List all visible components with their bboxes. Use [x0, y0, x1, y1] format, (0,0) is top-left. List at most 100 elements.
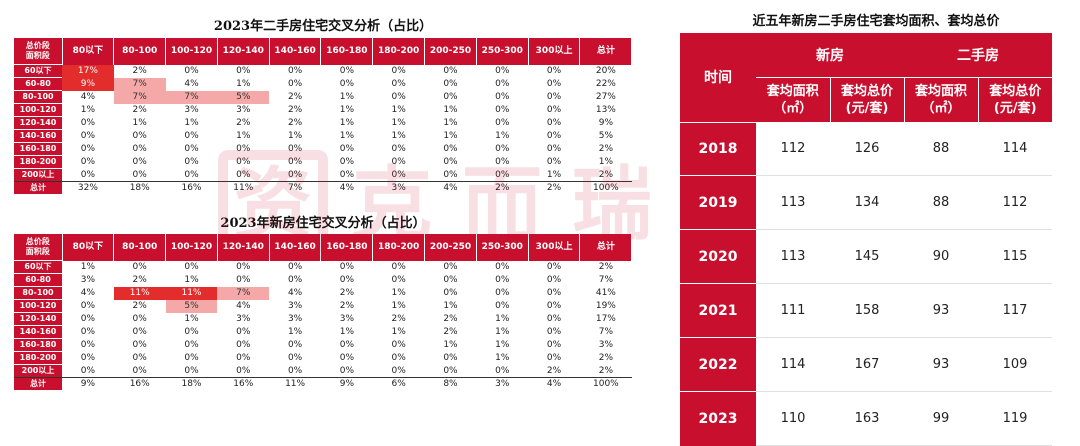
corner-label: 总价段 — [25, 237, 50, 246]
value-cell: 109 — [978, 337, 1052, 392]
value-cell: 88 — [904, 175, 978, 230]
data-cell: 0% — [443, 157, 458, 167]
value-cell: 113 — [756, 229, 830, 284]
data-cell: 0% — [391, 157, 406, 167]
data-cell: 0% — [495, 66, 510, 76]
year-cell: 2021 — [680, 283, 756, 338]
data-cell: 0% — [339, 157, 355, 167]
data-cell: 0% — [287, 157, 303, 167]
data-cell: 0% — [80, 314, 96, 324]
table-row: 2022 114 167 93 109 — [680, 337, 1052, 392]
data-cell: 1% — [339, 131, 355, 141]
data-cell: 0% — [287, 340, 303, 350]
value-cell: 93 — [904, 337, 978, 392]
data-cell: 0% — [546, 288, 562, 298]
data-cell: 0% — [339, 144, 355, 154]
data-cell: 0% — [236, 262, 251, 272]
column-header: 100-120 — [165, 234, 218, 261]
data-cell: 1% — [184, 118, 199, 128]
value-cell: 112 — [756, 122, 830, 176]
data-cell: 0% — [184, 340, 199, 350]
data-cell: 7% — [598, 327, 613, 337]
data-cell: 1% — [495, 131, 510, 141]
data-cell: 0% — [236, 365, 251, 376]
data-cell: 41% — [595, 288, 616, 298]
corner-label: 面积段 — [25, 247, 50, 256]
data-cell: 1% — [443, 105, 458, 115]
data-cell: 0% — [339, 275, 355, 285]
total-cell: 9% — [320, 377, 373, 390]
data-cell: 0% — [391, 92, 406, 102]
data-cell: 0% — [339, 340, 355, 350]
value-cell: 111 — [756, 283, 830, 338]
column-header: 250-300 — [476, 38, 529, 65]
column-header: 120-140 — [217, 38, 270, 65]
row-header: 200以上 — [14, 364, 62, 378]
value-cell: 88 — [904, 122, 978, 176]
data-cell: 3% — [287, 314, 303, 324]
data-cell: 0% — [443, 262, 458, 272]
data-cell: 0% — [443, 365, 458, 376]
sub-header: 套均面积 （㎡） — [756, 77, 830, 122]
total-cell: 16% — [165, 181, 218, 194]
row-header: 60-80 — [14, 273, 62, 287]
data-cell: 1% — [546, 169, 562, 180]
data-cell: 1% — [391, 327, 406, 337]
data-cell: 0% — [132, 262, 147, 272]
total-cell: 100% — [579, 181, 632, 194]
table-row: 160-180 0% 0% 0% 0% 0% 0% 0% 0% 0% 0% 2% — [14, 142, 632, 156]
data-cell: 0% — [546, 92, 562, 102]
data-cell: 0% — [495, 118, 510, 128]
row-header: 120-140 — [14, 116, 62, 130]
data-cell: 1% — [391, 105, 406, 115]
sub-header-line: （㎡） — [773, 101, 813, 116]
data-cell: 0% — [339, 365, 355, 376]
data-cell: 3% — [236, 105, 251, 115]
column-header: 160-180 — [320, 234, 374, 261]
data-cell: 0% — [443, 275, 458, 285]
row-header: 80-100 — [14, 286, 62, 300]
table-row: 200以上 0% 0% 0% 0% 0% 0% 0% 0% 0% 1% 2% — [14, 168, 632, 182]
data-cell: 20% — [595, 66, 616, 76]
data-cell: 1% — [132, 118, 147, 128]
data-cell: 1% — [443, 301, 458, 311]
data-cell: 11% — [165, 286, 218, 300]
table-row: 2021 111 158 93 117 — [680, 283, 1052, 338]
data-cell: 0% — [80, 169, 96, 180]
total-cell: 4% — [320, 181, 373, 194]
table-row: 100-120 1% 2% 3% 3% 2% 1% 1% 1% 0% 0% 13% — [14, 103, 632, 117]
data-cell: 2% — [287, 92, 303, 102]
data-cell: 2% — [339, 301, 355, 311]
data-cell: 1% — [236, 79, 251, 89]
column-header: 总计 — [579, 38, 633, 65]
value-cell: 114 — [756, 337, 830, 392]
data-cell: 1% — [391, 288, 406, 298]
data-cell: 1% — [443, 340, 458, 350]
data-cell: 1% — [443, 118, 458, 128]
data-cell: 0% — [443, 288, 458, 298]
row-header: 100-120 — [14, 103, 62, 117]
row-header: 180-200 — [14, 351, 62, 365]
data-cell: 1% — [339, 105, 355, 115]
column-header: 80以下 — [62, 38, 115, 65]
year-cell: 2020 — [680, 229, 756, 284]
table-row: 100-120 0% 2% 5% 4% 3% 2% 1% 1% 0% 0% 19% — [14, 299, 632, 313]
sub-header: 套均总价 (元/套) — [829, 77, 904, 122]
data-cell: 0% — [287, 262, 303, 272]
data-cell: 3% — [184, 105, 199, 115]
column-header: 100-120 — [165, 38, 218, 65]
data-cell: 1% — [391, 301, 406, 311]
data-cell: 0% — [236, 157, 251, 167]
corner-cell: 总价段 面积段 — [14, 234, 63, 261]
data-cell: 0% — [132, 353, 147, 363]
data-cell: 1% — [339, 327, 355, 337]
value-cell: 117 — [978, 283, 1052, 338]
data-cell: 0% — [495, 301, 510, 311]
data-cell: 0% — [287, 79, 303, 89]
data-cell: 0% — [546, 275, 562, 285]
data-cell: 1% — [287, 131, 303, 141]
data-cell: 2% — [598, 169, 613, 180]
row-header: 120-140 — [14, 312, 62, 326]
data-cell: 1% — [80, 105, 96, 115]
data-cell: 4% — [287, 288, 303, 298]
